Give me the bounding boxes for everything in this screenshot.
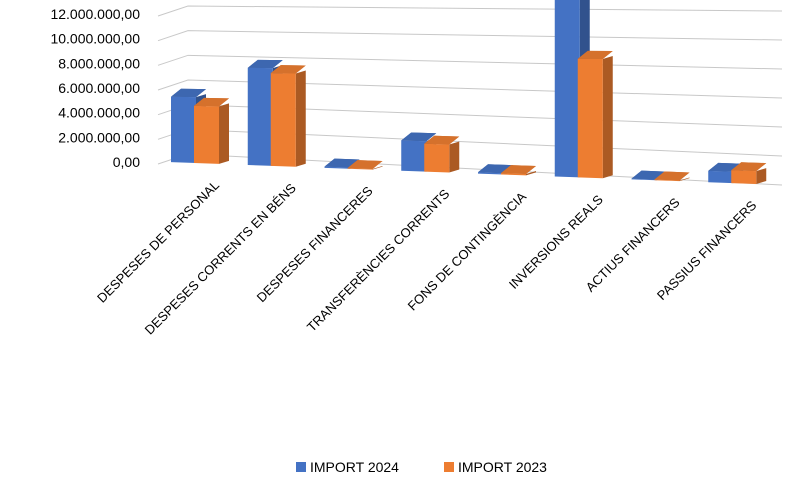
bar-front-face	[654, 179, 680, 182]
bar-top-cap	[171, 88, 206, 98]
bar-front-face	[708, 170, 734, 184]
bar-front-face	[554, 0, 580, 178]
bar-import-2023	[654, 171, 690, 182]
y-tick-label: 4.000.000,00	[58, 105, 140, 121]
bar-import-2023	[501, 165, 536, 176]
bar-side-face	[219, 103, 229, 164]
y-tick-label: 2.000.000,00	[58, 129, 140, 145]
bar-import-2023	[731, 162, 767, 185]
bar-front-face	[478, 172, 503, 175]
y-tick-label: 12.000.000,00	[50, 6, 140, 22]
bar-side-face	[679, 177, 690, 182]
bar-top-cap	[247, 59, 283, 69]
bars	[171, 0, 767, 185]
bar-front-face	[247, 67, 273, 166]
legend-label: IMPORT 2024	[310, 459, 399, 475]
y-tick-label: 6.000.000,00	[58, 80, 140, 96]
y-axis-tick-labels: 0,00 2.000.000,00 4.000.000,00 6.000.000,00…	[50, 6, 140, 170]
bar-top-cap	[347, 160, 383, 170]
bar-side-face	[756, 168, 767, 185]
bar-import-2023	[347, 160, 383, 170]
bar-top-cap	[654, 171, 690, 181]
bar-front-face	[194, 105, 219, 164]
bar-top-cap	[194, 97, 229, 107]
bar-front-face	[501, 173, 526, 176]
bar-side-face	[602, 56, 613, 179]
bar-front-face	[171, 96, 196, 164]
category-label: TRANSFERÈNCIES CORRENTS	[304, 186, 453, 335]
bar-front-face	[731, 170, 757, 185]
legend-label: IMPORT 2023	[458, 459, 547, 475]
y-tick-label: 0,00	[113, 154, 140, 170]
bar-import-2023	[270, 65, 306, 167]
bar-side-face	[295, 70, 306, 167]
y-tick-label: 10.000.000,00	[50, 31, 140, 47]
gridline	[157, 5, 783, 17]
bar-front-face	[424, 143, 450, 173]
bar-front-face	[270, 73, 296, 167]
bar-top-cap	[270, 65, 306, 74]
bar-front-face	[401, 140, 427, 172]
bar-side-face	[526, 171, 536, 176]
bar-top-cap	[324, 158, 360, 168]
bar-front-face	[577, 58, 603, 179]
legend: IMPORT 2024 IMPORT 2023	[296, 459, 547, 475]
bar-import-2024	[324, 158, 360, 169]
bar-import-2023	[424, 135, 460, 173]
bar-top-cap	[731, 162, 767, 172]
bar-import-2023	[194, 97, 229, 164]
bar-top-cap	[424, 135, 460, 145]
bar-front-face	[631, 178, 657, 181]
bar-side-face	[449, 141, 460, 173]
y-tick-label: 8.000.000,00	[58, 55, 140, 71]
legend-swatch	[296, 462, 306, 472]
bar-top-cap	[401, 132, 437, 142]
category-label: DESPESES CORRENTS EN BÉNS	[142, 180, 299, 337]
legend-item: IMPORT 2024	[296, 459, 399, 475]
gridline	[157, 30, 783, 42]
bar-top-cap	[577, 50, 613, 60]
legend-item: IMPORT 2023	[444, 459, 547, 475]
bar-front-face	[347, 168, 373, 170]
bar-side-face	[372, 166, 383, 170]
bar-front-face	[324, 166, 350, 169]
legend-swatch	[444, 462, 454, 472]
bar-import-2023	[577, 50, 613, 179]
bar-top-cap	[501, 165, 536, 175]
